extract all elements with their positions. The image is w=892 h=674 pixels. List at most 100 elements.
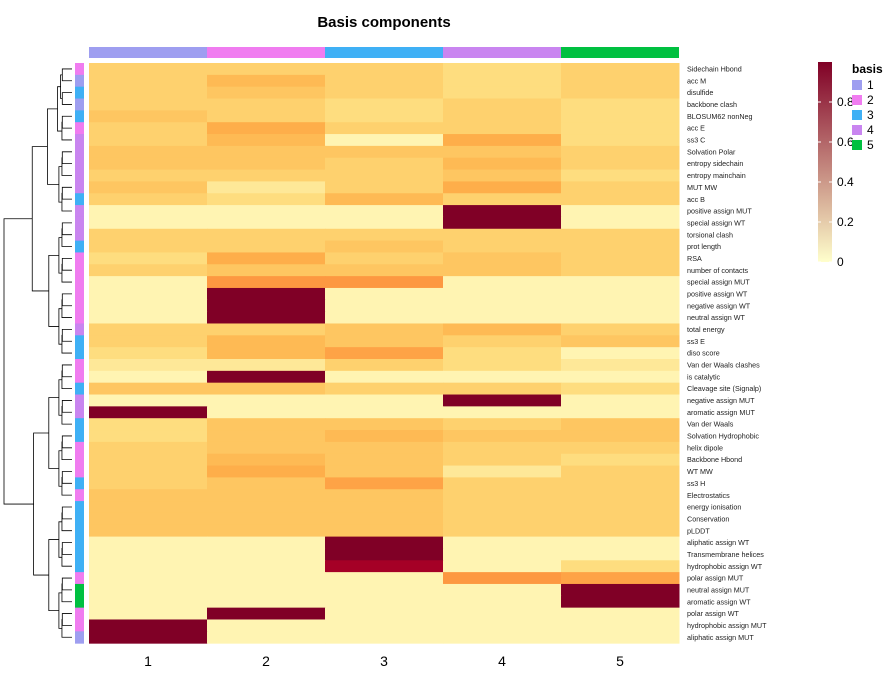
heatmap-cell [443, 394, 562, 407]
heatmap-cell [207, 335, 326, 348]
row-label: backbone clash [687, 100, 737, 109]
row-basis-cell [75, 347, 84, 360]
column-basis-cell [89, 47, 207, 58]
row-basis-cell [75, 181, 84, 194]
row-basis-cell [75, 145, 84, 159]
row-label: aliphatic assign MUT [687, 633, 754, 642]
heatmap-cell [443, 489, 562, 502]
heatmap-cell [443, 335, 562, 348]
basis-legend-swatch [852, 125, 862, 135]
row-label: neutral assign MUT [687, 585, 750, 594]
heatmap-cell [443, 607, 562, 620]
heatmap-cell [443, 406, 562, 419]
row-label: neutral assign WT [687, 313, 746, 322]
column-label: 4 [498, 653, 506, 669]
heatmap-cell [207, 347, 326, 360]
row-label: Electrostatics [687, 491, 730, 500]
heatmap-cell [325, 252, 444, 265]
basis-legend-swatch [852, 95, 862, 105]
row-basis-cell [75, 98, 84, 111]
dendrogram-branch [61, 364, 72, 378]
row-label: Sidechain Hbond [687, 65, 742, 74]
color-scale-label: 0 [837, 255, 844, 269]
heatmap-cell [561, 122, 680, 135]
heatmap-cell [561, 86, 680, 100]
dendrogram-branch [61, 435, 72, 449]
heatmap-cell [89, 216, 208, 230]
row-label: Solvation Polar [687, 147, 736, 156]
row-label: ss3 H [687, 479, 705, 488]
row-label: Cleavage site (Signalp) [687, 384, 761, 393]
row-basis-cell [75, 418, 84, 431]
heatmap-cell [443, 465, 562, 478]
row-labels: Sidechain Hbond acc M disulfide backbone cl… [687, 65, 767, 642]
basis-legend-label: 4 [867, 123, 874, 137]
dendrogram-branch [61, 222, 72, 236]
row-basis-cell [75, 489, 84, 502]
heatmap-cell [561, 359, 680, 372]
dendrogram-branch [61, 370, 72, 389]
heatmap-cell [561, 98, 680, 111]
heatmap-cell [89, 299, 208, 313]
heatmap-cell [443, 264, 562, 277]
heatmap-cell [443, 145, 562, 159]
heatmap-cell [443, 228, 562, 242]
heatmap-cell [561, 572, 680, 585]
heatmap-cell [443, 382, 562, 396]
dendrogram-branch [61, 115, 72, 129]
dendrogram-branch [61, 400, 72, 413]
heatmap-cell [325, 560, 444, 573]
heatmap-cell [89, 441, 208, 455]
row-label: negative assign MUT [687, 396, 755, 405]
heatmap-cell [89, 134, 208, 147]
basis-legend-swatch [852, 140, 862, 150]
heatmap-cell [89, 583, 208, 597]
row-annotation-bar [75, 63, 84, 644]
heatmap-cell [561, 583, 680, 597]
heatmap-cell [325, 181, 444, 194]
heatmap-cell [89, 252, 208, 265]
heatmap-cell [89, 524, 208, 538]
heatmap-cell [207, 583, 326, 597]
heatmap-cell [325, 418, 444, 431]
heatmap-cell [89, 98, 208, 111]
heatmap-cell [89, 323, 208, 336]
heatmap-cell [561, 181, 680, 194]
heatmap-cell [89, 157, 208, 171]
row-label: torsional clash [687, 230, 733, 239]
row-label: WT MW [687, 467, 713, 476]
dendrogram-branch [61, 121, 72, 141]
basis-legend-swatch [852, 80, 862, 90]
heatmap-cell [561, 548, 680, 561]
dendrogram-branch [58, 521, 62, 558]
basis-legend-title: basis [852, 62, 883, 76]
heatmap-cell [561, 453, 680, 467]
heatmap-cell [561, 169, 680, 182]
dendrogram-branch [61, 334, 72, 354]
heatmap-cell [443, 418, 562, 431]
color-scale-label: 0.6 [837, 135, 854, 149]
heatmap-cell [325, 311, 444, 324]
row-label: ss3 C [687, 136, 705, 145]
heatmap-cell [207, 287, 326, 301]
row-basis-cell [75, 157, 84, 171]
heatmap-cell [561, 430, 680, 443]
row-basis-cell [75, 323, 84, 336]
heatmap-cell [207, 323, 326, 336]
row-label: Backbone Hbond [687, 455, 742, 464]
heatmap-cell [325, 287, 444, 301]
row-basis-cell [75, 430, 84, 443]
heatmap-cell [325, 489, 444, 502]
row-basis-cell [75, 572, 84, 585]
heatmap-cell [325, 276, 444, 289]
heatmap-cell [325, 347, 444, 360]
heatmap-cell [207, 74, 326, 88]
heatmap-cell [89, 240, 208, 253]
color-scale-label: 0.4 [837, 175, 854, 189]
heatmap-cell [207, 311, 326, 324]
row-basis-cell [75, 501, 84, 514]
heatmap-cell [89, 228, 208, 242]
row-label: acc M [687, 76, 706, 85]
dendrogram-branch [61, 92, 72, 105]
heatmap-cell [443, 98, 562, 111]
